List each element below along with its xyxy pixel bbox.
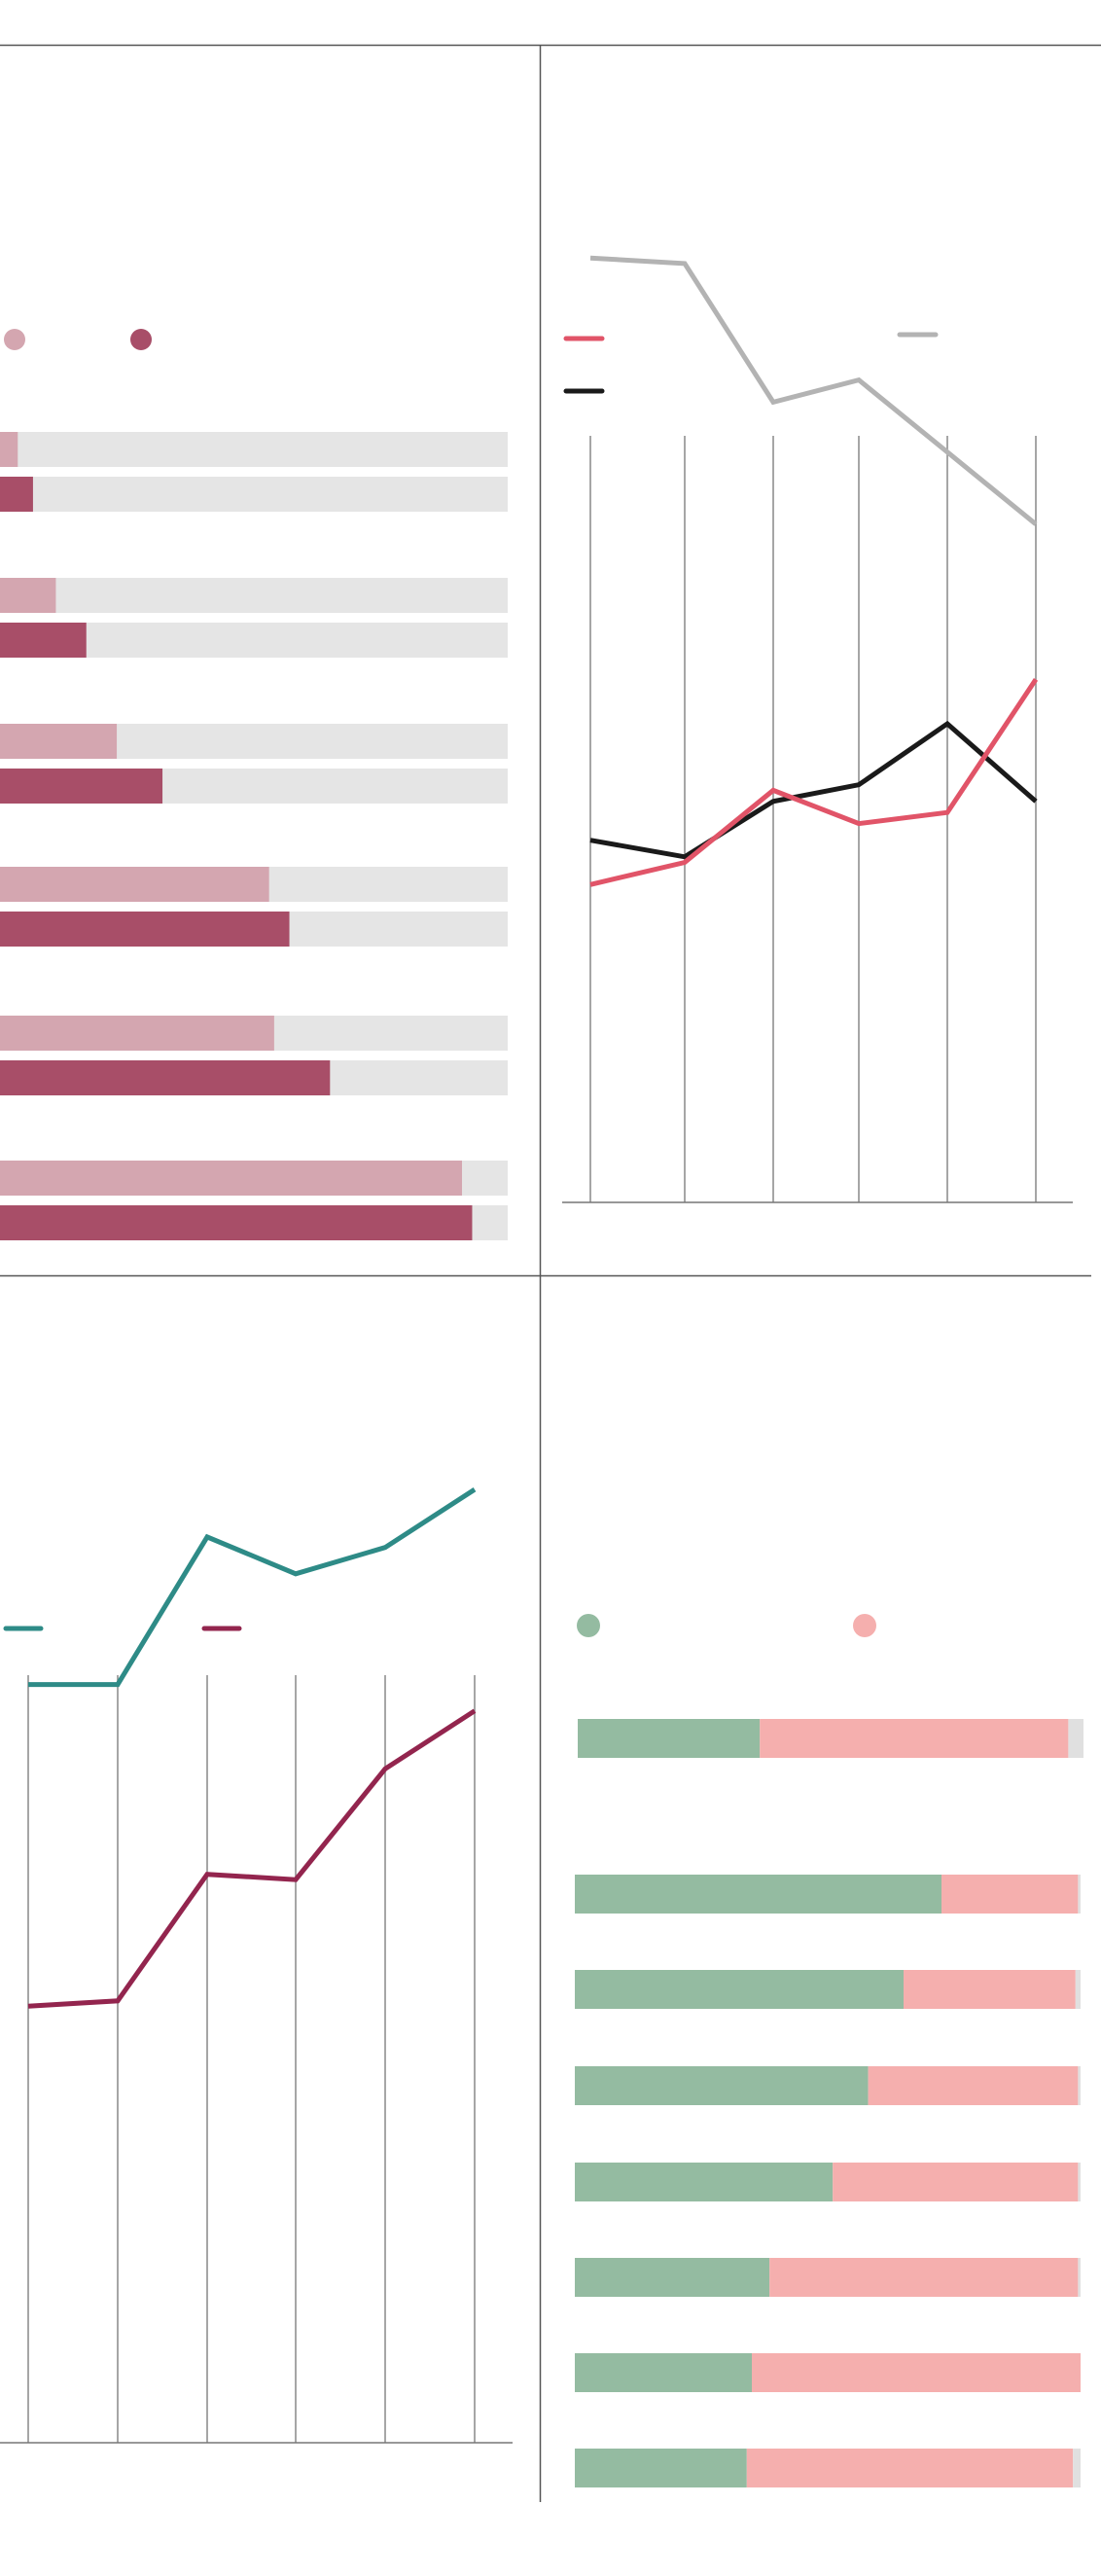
bar-segment-series-2-category-8: [746, 2449, 1074, 2487]
bar-series-2-category-1: [0, 477, 33, 512]
bar-track: [0, 477, 508, 512]
panel-dividers: [0, 44, 1101, 2502]
bar-segment-series-1-category-3: [575, 1970, 904, 2009]
bar-segment-series-2-category-1: [760, 1719, 1069, 1758]
panel-bottom-right-stacked-bar-chart: [575, 1614, 1083, 2487]
line-series-1: [28, 1487, 477, 1688]
bar-series-1-category-3: [0, 724, 118, 759]
bar-segment-series-2-category-3: [904, 1970, 1076, 2009]
line-series-1: [589, 255, 1038, 526]
bar-segment-series-3-category-5: [1078, 2163, 1081, 2201]
bar-track: [0, 432, 508, 467]
legend-marker-series-2: [130, 329, 152, 350]
line-series-2: [27, 1708, 477, 2009]
bar-series-1-category-5: [0, 1016, 274, 1051]
legend-marker-series-2: [853, 1614, 876, 1637]
bar-segment-series-2-category-7: [752, 2353, 1081, 2392]
bar-series-2-category-2: [0, 623, 87, 658]
legend-marker-series-1: [4, 329, 25, 350]
bar-segment-series-1-category-7: [575, 2353, 752, 2392]
bar-series-2-category-3: [0, 769, 163, 804]
panel-bottom-left-line-chart: [0, 1487, 513, 2444]
bar-segment-series-2-category-4: [868, 2066, 1079, 2105]
bar-segment-series-3-category-1: [1068, 1719, 1083, 1758]
bar-segment-series-1-category-1: [578, 1719, 761, 1758]
panel-top-left-bar-chart: [0, 329, 508, 1240]
bar-series-2-category-5: [0, 1060, 331, 1095]
bar-segment-series-1-category-4: [575, 2066, 869, 2105]
bar-segment-series-1-category-5: [575, 2163, 834, 2201]
bar-segment-series-3-category-3: [1075, 1970, 1081, 2009]
bar-series-2-category-6: [0, 1205, 473, 1240]
bar-segment-series-1-category-2: [575, 1875, 941, 1914]
panel-top-right-line-chart: [562, 255, 1073, 1203]
bar-segment-series-1-category-8: [575, 2449, 747, 2487]
bar-series-1-category-2: [0, 578, 56, 613]
bar-series-1-category-1: [0, 432, 18, 467]
bar-segment-series-3-category-4: [1078, 2066, 1081, 2105]
bar-segment-series-2-category-6: [769, 2258, 1079, 2297]
bar-segment-series-2-category-2: [941, 1875, 1079, 1914]
bar-series-2-category-4: [0, 912, 290, 947]
bar-series-1-category-4: [0, 867, 269, 902]
legend-marker-series-1: [577, 1614, 600, 1637]
bar-segment-series-2-category-5: [833, 2163, 1079, 2201]
line-series-3: [589, 678, 1039, 887]
bar-segment-series-3-category-6: [1078, 2258, 1081, 2297]
line-series-2: [589, 720, 1038, 860]
bar-segment-series-3-category-8: [1073, 2449, 1081, 2487]
bar-segment-series-3-category-2: [1078, 1875, 1081, 1914]
bar-track: [0, 578, 508, 613]
bar-series-1-category-6: [0, 1161, 463, 1196]
bar-segment-series-1-category-6: [575, 2258, 770, 2297]
